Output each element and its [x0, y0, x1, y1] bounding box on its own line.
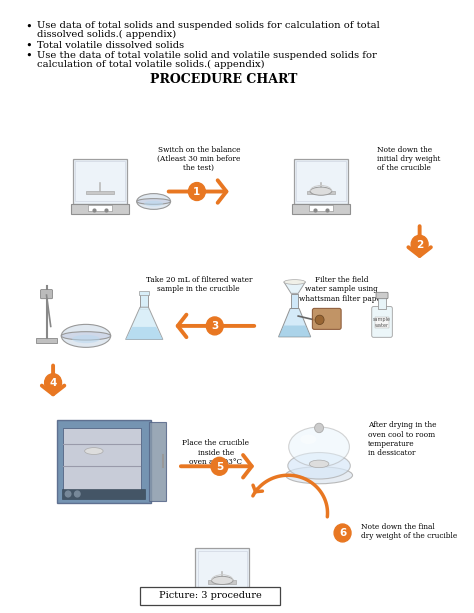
- Circle shape: [206, 317, 223, 335]
- FancyBboxPatch shape: [36, 338, 57, 343]
- Text: Note down the final
dry weight of the crucible: Note down the final dry weight of the cr…: [361, 523, 457, 540]
- Text: Filter the field
water sample using
whattsman filter paper: Filter the field water sample using what…: [299, 276, 384, 303]
- Circle shape: [315, 423, 324, 433]
- FancyBboxPatch shape: [140, 587, 280, 604]
- Ellipse shape: [285, 466, 353, 484]
- Text: 5: 5: [216, 462, 223, 472]
- Ellipse shape: [211, 576, 233, 585]
- FancyBboxPatch shape: [376, 292, 388, 299]
- FancyBboxPatch shape: [209, 581, 236, 584]
- Ellipse shape: [61, 324, 110, 348]
- Text: •: •: [25, 51, 32, 61]
- Circle shape: [315, 315, 324, 324]
- Polygon shape: [284, 282, 305, 294]
- Circle shape: [74, 491, 80, 497]
- FancyBboxPatch shape: [57, 420, 151, 503]
- Circle shape: [189, 183, 205, 200]
- Text: After drying in the
oven cool to room
temperature
in dessicator: After drying in the oven cool to room te…: [368, 422, 437, 457]
- Ellipse shape: [289, 427, 349, 466]
- Text: PROCEDURE CHART: PROCEDURE CHART: [150, 73, 298, 86]
- Text: Place the crucible
inside the
oven at 103°C: Place the crucible inside the oven at 10…: [182, 440, 249, 466]
- FancyBboxPatch shape: [312, 308, 341, 329]
- Ellipse shape: [284, 280, 305, 284]
- Ellipse shape: [301, 435, 316, 444]
- FancyBboxPatch shape: [75, 161, 125, 201]
- Ellipse shape: [137, 199, 171, 204]
- Polygon shape: [140, 293, 148, 309]
- Polygon shape: [126, 307, 163, 340]
- Circle shape: [334, 524, 351, 542]
- Text: •: •: [25, 21, 32, 31]
- FancyBboxPatch shape: [309, 205, 333, 211]
- Text: 2: 2: [416, 240, 423, 249]
- FancyBboxPatch shape: [73, 159, 127, 204]
- Text: Picture: 3 procedure: Picture: 3 procedure: [159, 591, 262, 600]
- Ellipse shape: [309, 460, 329, 468]
- Ellipse shape: [137, 194, 171, 210]
- FancyBboxPatch shape: [375, 318, 389, 328]
- Text: 6: 6: [339, 528, 346, 538]
- Circle shape: [411, 235, 428, 253]
- Text: Use data of total solids and suspended solids for calculation of total: Use data of total solids and suspended s…: [37, 21, 380, 30]
- Ellipse shape: [72, 335, 100, 343]
- Text: sample
water: sample water: [373, 318, 391, 328]
- Polygon shape: [279, 308, 310, 337]
- Text: Take 20 mL of filtered water
sample in the crucible: Take 20 mL of filtered water sample in t…: [146, 276, 252, 294]
- FancyBboxPatch shape: [210, 595, 235, 600]
- Text: 1: 1: [193, 187, 201, 197]
- FancyBboxPatch shape: [86, 191, 114, 194]
- Text: calculation of total volatile solids.( appendix): calculation of total volatile solids.( a…: [37, 60, 264, 69]
- Text: •: •: [25, 41, 32, 51]
- Ellipse shape: [61, 332, 110, 340]
- FancyBboxPatch shape: [193, 593, 252, 603]
- Text: Switch on the balance
(Atleast 30 min before
the test): Switch on the balance (Atleast 30 min be…: [157, 146, 240, 172]
- Text: Use the data of total volatile solid and volatile suspended solids for: Use the data of total volatile solid and…: [37, 51, 377, 60]
- FancyBboxPatch shape: [296, 161, 346, 201]
- FancyBboxPatch shape: [139, 291, 149, 295]
- Text: dissolved solids.( appendix): dissolved solids.( appendix): [37, 30, 176, 39]
- FancyBboxPatch shape: [292, 204, 350, 213]
- Polygon shape: [291, 294, 298, 308]
- Circle shape: [65, 491, 71, 497]
- Circle shape: [45, 374, 62, 392]
- FancyBboxPatch shape: [62, 489, 145, 499]
- FancyBboxPatch shape: [195, 548, 249, 593]
- FancyBboxPatch shape: [63, 428, 141, 491]
- FancyBboxPatch shape: [307, 191, 335, 194]
- FancyBboxPatch shape: [372, 306, 392, 337]
- Ellipse shape: [310, 187, 332, 196]
- Text: 4: 4: [49, 378, 57, 388]
- FancyBboxPatch shape: [71, 204, 129, 213]
- FancyBboxPatch shape: [294, 159, 348, 204]
- Text: 3: 3: [211, 321, 219, 332]
- Polygon shape: [126, 327, 163, 340]
- FancyBboxPatch shape: [149, 422, 166, 501]
- FancyBboxPatch shape: [198, 550, 247, 590]
- Ellipse shape: [288, 452, 350, 479]
- FancyBboxPatch shape: [378, 297, 386, 310]
- Text: Note down the
initial dry weight
of the crucible: Note down the initial dry weight of the …: [377, 146, 441, 172]
- Ellipse shape: [85, 447, 103, 454]
- FancyBboxPatch shape: [88, 205, 112, 211]
- Polygon shape: [279, 326, 310, 337]
- FancyBboxPatch shape: [40, 289, 53, 299]
- Ellipse shape: [144, 201, 163, 207]
- Text: Total volatile dissolved solids: Total volatile dissolved solids: [37, 41, 184, 50]
- Circle shape: [211, 457, 228, 475]
